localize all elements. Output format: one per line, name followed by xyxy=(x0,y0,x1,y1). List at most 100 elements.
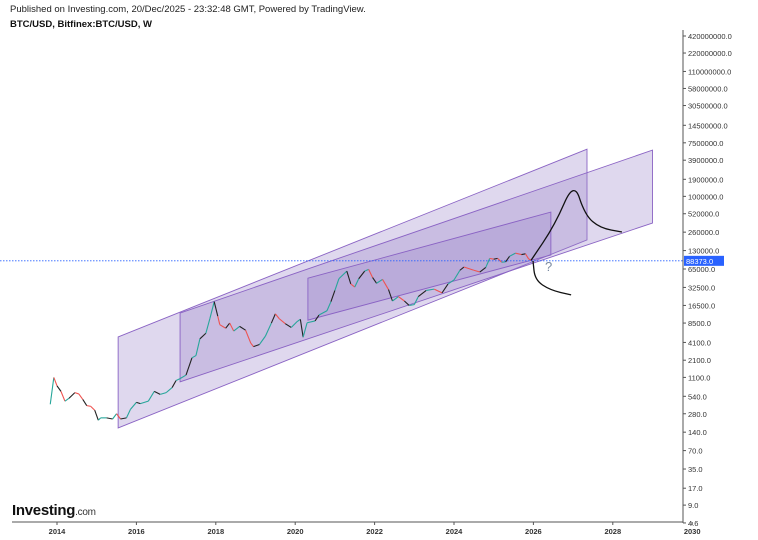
y-tick-label: 110000000.0 xyxy=(688,67,731,76)
investing-logo: Investing.com xyxy=(12,502,96,519)
y-tick-label: 2100.0 xyxy=(688,356,711,365)
price-segment xyxy=(217,316,221,325)
price-segment xyxy=(171,380,177,388)
price-segment xyxy=(387,289,393,302)
price-segment xyxy=(219,324,227,329)
price-segment xyxy=(372,277,378,284)
y-tick-label: 280.0 xyxy=(688,410,707,419)
y-tick-label: 540.0 xyxy=(688,392,707,401)
price-segment xyxy=(493,257,498,260)
y-tick-label: 140.0 xyxy=(688,428,707,437)
price-segment xyxy=(245,329,252,344)
logo-main: Investing xyxy=(12,502,76,519)
price-segment xyxy=(302,322,308,338)
price-segment xyxy=(368,269,374,278)
price-segment xyxy=(56,385,62,392)
price-segment xyxy=(233,325,240,332)
price-segment xyxy=(264,322,272,337)
price-segment xyxy=(338,270,348,280)
last-price-label: 88373.0 xyxy=(686,257,713,266)
y-tick-label: 17.0 xyxy=(688,484,703,493)
y-tick-label: 130000.0 xyxy=(688,247,719,256)
price-segment xyxy=(463,266,475,271)
price-segment xyxy=(191,355,197,359)
price-segment xyxy=(154,390,161,395)
x-tick-label: 2014 xyxy=(49,527,67,536)
price-segment xyxy=(426,288,435,291)
y-tick-label: 1000000.0 xyxy=(688,192,723,201)
price-segment xyxy=(78,393,84,400)
price-segment xyxy=(239,325,246,331)
price-segment xyxy=(209,301,215,319)
price-segment xyxy=(326,301,332,311)
x-tick-label: 2024 xyxy=(446,527,464,536)
price-segment xyxy=(382,279,389,290)
price-segment xyxy=(86,405,91,407)
x-tick-label: 2022 xyxy=(366,527,383,536)
price-segment xyxy=(509,252,516,257)
price-segment xyxy=(259,335,266,345)
price-segment xyxy=(53,377,58,387)
y-tick-label: 1900000.0 xyxy=(688,175,723,184)
price-segment xyxy=(354,278,360,288)
y-tick-label: 32500.0 xyxy=(688,283,715,292)
y-tick-label: 260000.0 xyxy=(688,228,719,237)
price-segment xyxy=(497,257,503,263)
logo-suffix: .com xyxy=(75,507,96,518)
y-tick-label: 9.0 xyxy=(688,501,698,510)
y-tick-label: 8500.0 xyxy=(688,319,711,328)
published-caption: Published on Investing.com, 20/Dec/2025 … xyxy=(10,4,366,15)
last-price-badge xyxy=(684,255,724,266)
price-segment xyxy=(179,374,187,380)
y-tick-label: 1100.0 xyxy=(688,373,710,382)
y-tick-label: 35.0 xyxy=(688,465,703,474)
price-segment xyxy=(524,253,530,260)
price-segment xyxy=(417,290,427,298)
price-segment xyxy=(116,413,121,420)
y-tick-label: 30500000.0 xyxy=(688,102,728,111)
price-segment xyxy=(229,322,235,332)
price-segment xyxy=(97,417,102,421)
price-segment xyxy=(350,283,356,288)
price-segment xyxy=(306,320,316,324)
price-segment xyxy=(74,392,80,395)
x-tick-label: 2026 xyxy=(525,527,542,536)
price-segment xyxy=(199,332,207,340)
price-segment xyxy=(225,322,231,329)
price-segment xyxy=(94,410,99,421)
price-segment xyxy=(392,296,399,302)
price-segment xyxy=(112,413,117,420)
price-segment xyxy=(147,391,155,402)
channel-2 xyxy=(179,149,653,383)
price-segment xyxy=(330,290,336,302)
price-segment xyxy=(195,338,201,356)
y-tick-label: 3900000.0 xyxy=(688,156,723,165)
price-segment xyxy=(290,321,298,328)
price-segment xyxy=(485,258,491,268)
price-segment xyxy=(346,270,352,285)
y-tick-label: 4100.0 xyxy=(688,338,711,347)
price-segment xyxy=(299,319,304,338)
y-tick-label: 7500000.0 xyxy=(688,139,723,148)
y-tick-label: 58000000.0 xyxy=(688,84,728,93)
price-segment xyxy=(165,387,173,394)
price-segment xyxy=(441,283,449,294)
price-segment xyxy=(433,288,443,294)
price-segment xyxy=(284,323,292,328)
x-tick-label: 2016 xyxy=(128,527,145,536)
price-segment xyxy=(459,266,465,271)
price-segment xyxy=(479,266,487,273)
price-segment xyxy=(106,417,113,420)
projection-curve-1 xyxy=(530,190,623,261)
price-segment xyxy=(489,257,494,260)
y-tick-label: 65000.0 xyxy=(688,265,715,274)
price-segment xyxy=(447,279,455,285)
price-segment xyxy=(205,318,211,334)
price-segment xyxy=(376,278,383,284)
price-segment xyxy=(213,301,219,317)
price-segment xyxy=(296,318,301,322)
x-tick-label: 2020 xyxy=(287,527,304,536)
price-segment xyxy=(274,313,280,320)
price-segment xyxy=(364,268,369,272)
